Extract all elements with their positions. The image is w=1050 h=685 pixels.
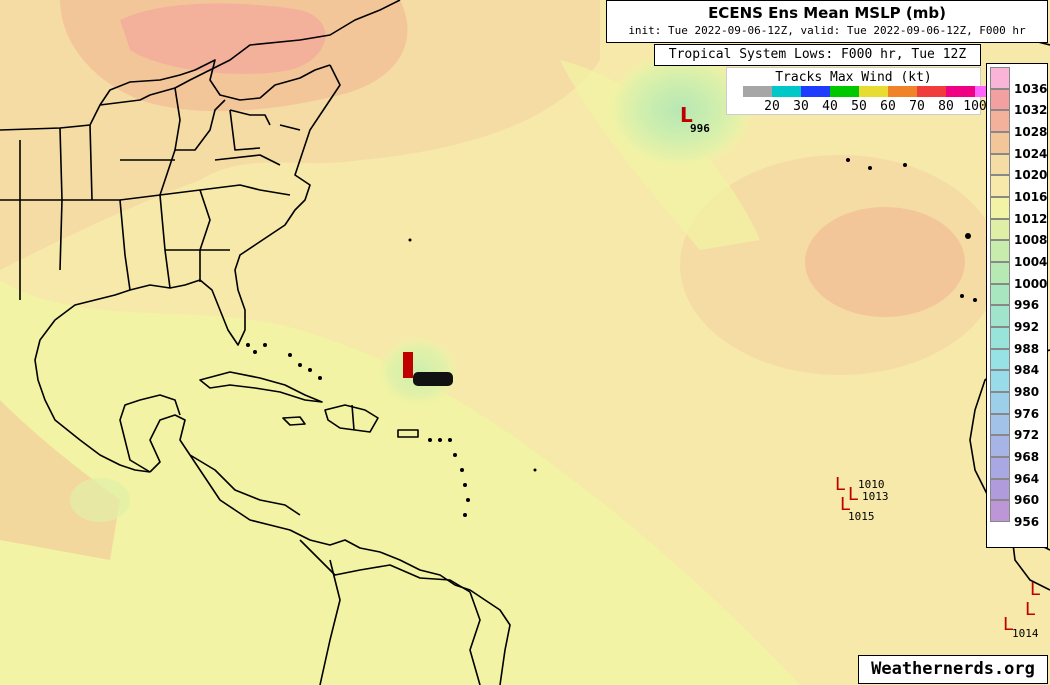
wind-legend-swatches: [743, 86, 1004, 97]
svg-text:L: L: [848, 484, 858, 505]
colorbar-cell: [990, 153, 1010, 176]
colorbar-label: 1008: [1014, 233, 1048, 248]
wind-swatch: [830, 86, 859, 97]
wind-label: 60: [880, 99, 896, 114]
svg-text:L: L: [680, 103, 693, 127]
colorbar-cell: [990, 67, 1010, 89]
colorbar-cell: [990, 457, 1010, 479]
colorbar-label: 1032: [1014, 103, 1048, 118]
svg-text:L: L: [835, 474, 845, 495]
map-title: ECENS Ens Mean MSLP (mb): [708, 4, 946, 22]
wind-label: 70: [909, 99, 925, 114]
watermark: Weathernerds.org: [858, 655, 1048, 684]
wind-swatch: [917, 86, 946, 97]
wind-label: 20: [764, 99, 780, 114]
colorbar-label: 960: [1014, 493, 1040, 508]
colorbar-cell: [990, 327, 1010, 349]
pressure-colorbar: 1036 1032 1028 1024 1020 1016 1012 1008 1004 1000…: [986, 63, 1048, 548]
colorbar-label: 972: [1014, 428, 1040, 443]
colorbar-cell: [990, 478, 1010, 501]
colorbar-label: 1016: [1014, 190, 1048, 204]
colorbar-label: 996: [1014, 298, 1040, 313]
colorbar-cell: [990, 500, 1010, 522]
wind-label: 100: [963, 99, 987, 114]
colorbar-cell: [990, 88, 1010, 111]
wind-swatch: [946, 86, 975, 97]
storm-cluster-east: L L L 1010 1013 1015: [835, 474, 889, 523]
svg-text:L: L: [1030, 579, 1040, 600]
svg-text:1014: 1014: [1012, 627, 1039, 640]
colorbar-cell: [990, 370, 1010, 392]
map-subtitle: init: Tue 2022-09-06-12Z, valid: Tue 202…: [628, 24, 1026, 37]
colorbar-cell: [990, 392, 1010, 414]
colorbar-cell: [990, 132, 1010, 154]
colorbar-cell: [990, 240, 1010, 262]
colorbar-label: 1024: [1014, 146, 1048, 161]
wind-swatch: [743, 86, 772, 97]
storm-caribbean: [403, 352, 453, 386]
wind-legend-title: Tracks Max Wind (kt): [775, 70, 932, 85]
svg-text:996: 996: [690, 122, 710, 135]
storm-north: L 996: [680, 103, 710, 135]
colorbar-cell: [990, 305, 1010, 327]
wind-label: 50: [851, 99, 867, 114]
colorbar-label: 988: [1014, 341, 1040, 356]
colorbar-label: 1000: [1014, 276, 1048, 291]
colorbar-cell: [990, 110, 1010, 132]
svg-text:1013: 1013: [862, 490, 889, 503]
colorbar-cell: [990, 435, 1010, 457]
svg-text:1010: 1010: [858, 478, 885, 491]
colorbar-label: 956: [1014, 515, 1040, 529]
wind-label: 30: [793, 99, 809, 114]
colorbar-label: 1036: [1014, 81, 1048, 96]
colorbar-label: 984: [1014, 363, 1040, 378]
svg-text:L: L: [1003, 614, 1013, 635]
wind-label: 80: [938, 99, 954, 114]
tropical-header: Tropical System Lows: F000 hr, Tue 12Z: [654, 44, 981, 66]
svg-text:L: L: [840, 494, 850, 515]
svg-text:1015: 1015: [848, 510, 875, 523]
colorbar-label: 968: [1014, 450, 1040, 464]
colorbar-cell: [990, 348, 1010, 371]
colorbar-label: 1012: [1014, 211, 1048, 226]
colorbar-cell: [990, 218, 1010, 241]
colorbar-label: 976: [1014, 406, 1040, 421]
colorbar-label: 1020: [1014, 168, 1048, 183]
colorbar-cell: [990, 197, 1010, 219]
wind-swatch: [772, 86, 801, 97]
colorbar-label: 964: [1014, 471, 1040, 486]
colorbar-cell: [990, 283, 1010, 306]
colorbar-cell: [990, 175, 1010, 197]
title-box: ECENS Ens Mean MSLP (mb) init: Tue 2022-…: [606, 0, 1048, 43]
wind-label: 40: [822, 99, 838, 114]
colorbar-cell: [990, 413, 1010, 436]
colorbar-cell: [990, 262, 1010, 284]
colorbar-label: 1028: [1014, 125, 1048, 139]
wind-swatch: [801, 86, 830, 97]
wind-swatch: [859, 86, 888, 97]
colorbar-label: 980: [1014, 385, 1040, 399]
storm-cluster-africa: L L L 1014: [1003, 579, 1040, 640]
colorbar-label: 1004: [1014, 255, 1048, 269]
colorbar-label: 992: [1014, 320, 1040, 334]
wind-swatch: [888, 86, 917, 97]
svg-text:L: L: [1025, 599, 1035, 620]
wind-legend: Tracks Max Wind (kt) 20 30 40 50 60 70 80 100: [726, 67, 1004, 115]
